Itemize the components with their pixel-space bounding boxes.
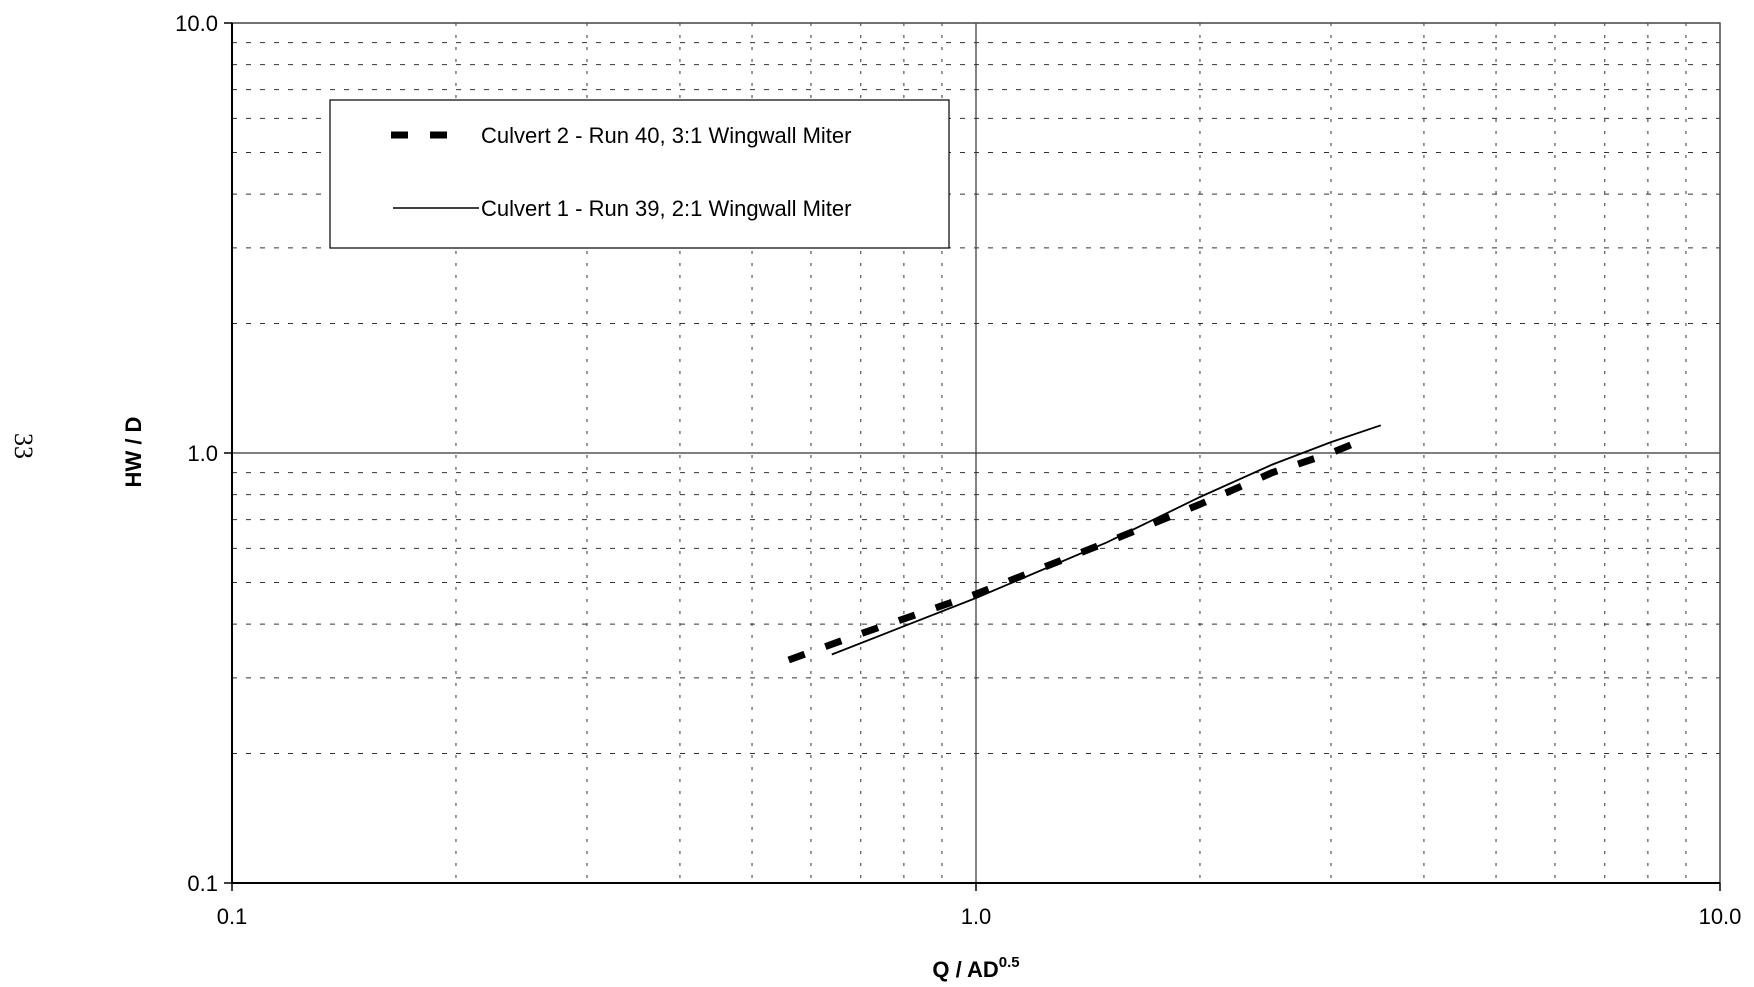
axes	[224, 22, 1721, 891]
y-tick-label: 10.0	[175, 11, 218, 36]
x-tick-label: 1.0	[961, 904, 992, 929]
y-tick-label: 0.1	[187, 871, 218, 896]
x-axis-title-main: Q / AD	[932, 957, 998, 982]
page-number: 33	[9, 433, 38, 459]
series	[787, 424, 1382, 664]
x-axis-title: Q / AD0.5	[932, 954, 1019, 982]
x-tick-label: 10.0	[1699, 904, 1742, 929]
y-axis-title: HW / D	[121, 417, 146, 488]
legend-box	[329, 99, 950, 249]
x-tick-label: 0.1	[217, 904, 248, 929]
x-axis-title-superscript: 0.5	[999, 954, 1020, 971]
legend-label-series-0: Culvert 2 - Run 40, 3:1 Wingwall Miter	[481, 123, 851, 148]
tick-labels: 0.1 1.0 10.0 0.1 1.0 10.0	[175, 11, 1741, 929]
legend-label-series-1: Culvert 1 - Run 39, 2:1 Wingwall Miter	[481, 196, 851, 221]
series-line-1	[831, 424, 1382, 656]
y-tick-label: 1.0	[187, 441, 218, 466]
legend: Culvert 2 - Run 40, 3:1 Wingwall Miter C…	[329, 99, 950, 249]
